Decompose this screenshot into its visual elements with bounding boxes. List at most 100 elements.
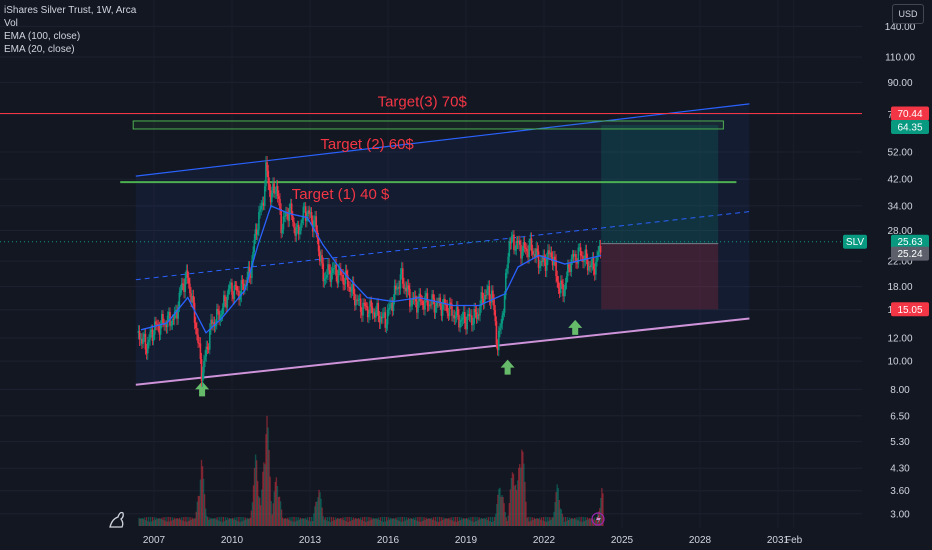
volume-bar (190, 519, 192, 526)
candle-body (406, 285, 409, 292)
candle-body (425, 293, 428, 296)
candle-body (376, 302, 378, 311)
candle-body (204, 356, 206, 361)
price-tag: 64.35 (891, 119, 929, 134)
candle-body (397, 286, 399, 290)
volume-bar (245, 519, 247, 526)
volume-bar (572, 518, 574, 526)
volume-bar (141, 518, 143, 526)
candle-body (523, 242, 526, 248)
candle-body (343, 283, 346, 285)
volume-bar (368, 517, 370, 526)
volume-bar (350, 517, 352, 526)
candle-body (334, 264, 336, 269)
candle-body (482, 298, 485, 304)
candle-body (420, 300, 423, 302)
volume-bar (552, 517, 554, 526)
candle-body (301, 219, 303, 224)
volume-bar (467, 519, 469, 526)
candle-body (506, 268, 508, 273)
volume-bar (545, 516, 547, 526)
target-2-label: Target (2) 60$ (320, 136, 414, 153)
candle-body (533, 254, 535, 256)
candle-body (479, 306, 481, 316)
volume-bar (209, 517, 211, 526)
candle-body (249, 276, 252, 278)
volume-bar (593, 517, 596, 526)
candle-body (597, 251, 600, 257)
volume-bar (573, 518, 575, 526)
volume-bar (142, 519, 144, 526)
volume-bar (501, 495, 503, 526)
volume-bar (197, 495, 200, 526)
candle-body (354, 293, 356, 306)
volume-bar (168, 521, 170, 526)
candle-body (490, 290, 493, 303)
volume-bar (599, 507, 601, 526)
volume-bar (430, 517, 433, 526)
volume-bar (150, 521, 153, 526)
candle-body (164, 324, 167, 326)
volume-bar (483, 518, 486, 526)
candle-body (495, 321, 498, 345)
candle-body (469, 315, 472, 317)
candle-body (419, 293, 422, 301)
volume-bar (227, 519, 230, 526)
candle-body (464, 312, 466, 324)
candle-body (455, 306, 458, 317)
candle-body (215, 309, 218, 325)
price-tag: 70.44 (891, 106, 929, 121)
volume-bar (308, 517, 311, 526)
volume-bar (392, 518, 394, 526)
candle-body (172, 319, 175, 321)
candle-body (400, 268, 403, 275)
volume-bar (159, 518, 161, 526)
indicator-vol[interactable]: Vol (4, 18, 18, 29)
candle-body (402, 268, 404, 284)
candle-body (544, 260, 547, 271)
candle-body (251, 260, 253, 278)
channel-fill (135, 103, 750, 385)
candle-body (199, 343, 202, 360)
candle-body (308, 210, 311, 214)
x-tick-label: 2013 (299, 535, 322, 546)
volume-bar (212, 518, 214, 526)
candle-body (356, 299, 358, 301)
candle-body (494, 310, 497, 322)
volume-bar (589, 518, 592, 526)
volume-bar (346, 516, 348, 526)
volume-bar (384, 521, 387, 526)
candle-body (434, 306, 437, 313)
volume-bar (530, 520, 532, 526)
volume-bar (317, 497, 319, 526)
volume-bar (284, 518, 286, 526)
indicator-ema-20[interactable]: EMA (20, close) (4, 44, 75, 55)
candle-body (461, 317, 464, 320)
candle-body (448, 302, 451, 317)
candle-body (235, 285, 238, 291)
indicator-ema-100[interactable]: EMA (100, close) (4, 31, 81, 42)
candle-body (296, 224, 299, 228)
currency-button[interactable]: USD (892, 4, 924, 24)
candle-body (385, 324, 388, 328)
volume-bar (280, 509, 283, 526)
volume-bar (178, 517, 181, 526)
volume-bar (554, 502, 556, 526)
candle-body (563, 289, 566, 297)
candle-body (263, 186, 266, 206)
candle-body (565, 276, 568, 283)
x-tick-label: 2016 (377, 535, 400, 546)
volume-bar (378, 520, 381, 526)
candle-body (548, 250, 550, 255)
volume-bar (324, 517, 326, 526)
volume-bar (180, 519, 182, 526)
volume-bar (225, 520, 228, 526)
volume-bar (463, 518, 466, 526)
candle-body (458, 315, 460, 328)
symbol-price-tag: SLV (843, 234, 867, 249)
candle-body (527, 251, 529, 258)
volume-bar (155, 519, 157, 526)
candle-body (392, 300, 395, 312)
candle-body (432, 294, 435, 299)
